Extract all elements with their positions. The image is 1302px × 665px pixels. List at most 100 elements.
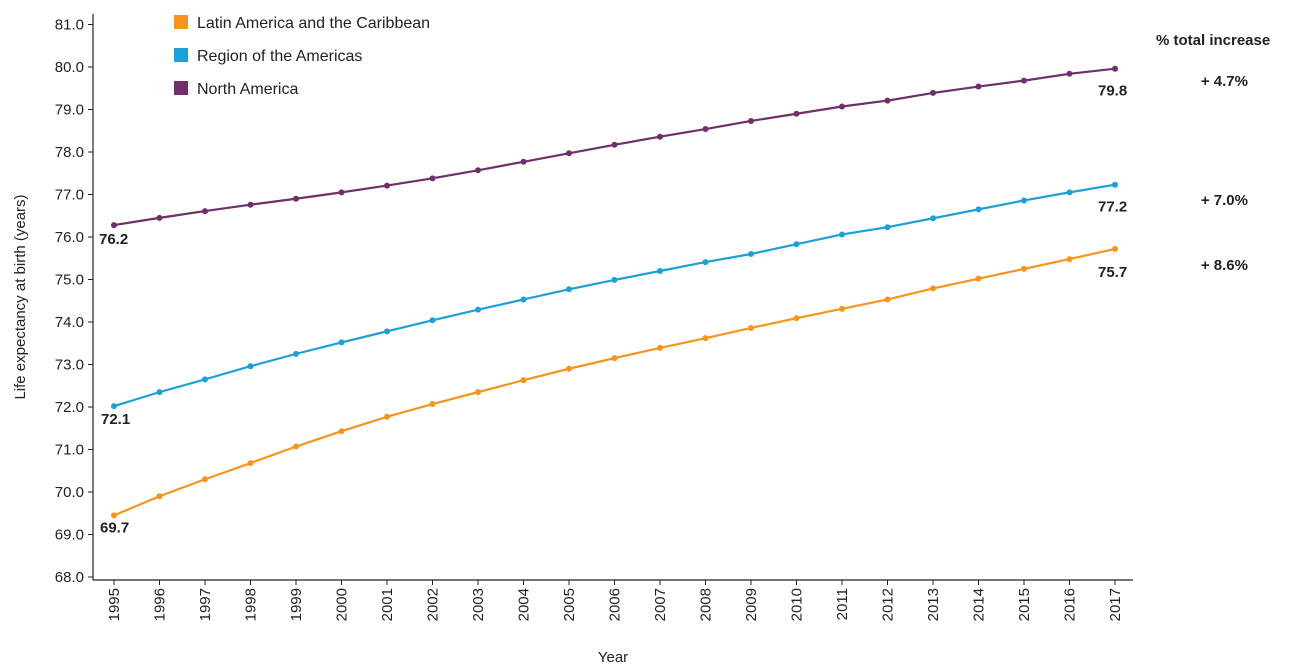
- series-point: [1066, 189, 1073, 196]
- x-tick-label: 2011: [834, 588, 851, 620]
- series-point: [975, 83, 982, 90]
- legend-label: Latin America and the Caribbean: [197, 15, 430, 32]
- x-tick-label: 2014: [971, 588, 988, 621]
- series-point: [1112, 65, 1118, 72]
- series-point: [611, 276, 618, 283]
- increase-labels: + 8.6% + 7.0% + 4.7%: [1201, 73, 1248, 274]
- x-tick-label: 2001: [379, 588, 396, 621]
- end-value-label: 75.7: [1098, 264, 1127, 281]
- series-point: [520, 377, 527, 384]
- x-tick-label: 2013: [925, 588, 942, 621]
- y-axis-title: Life expectancy at birth (years): [12, 194, 29, 399]
- series-point: [930, 285, 936, 292]
- x-tick-label: 2012: [880, 588, 897, 621]
- series-point: [156, 389, 163, 396]
- y-tick-label: 75.0: [55, 272, 84, 289]
- series-point: [1021, 265, 1027, 272]
- y-tick-label: 78.0: [55, 144, 84, 161]
- series-point: [156, 214, 163, 221]
- series-point: [748, 251, 754, 257]
- y-tick-label: 69.0: [55, 527, 84, 544]
- series-point: [884, 224, 891, 231]
- x-tick-label: 1997: [197, 588, 214, 621]
- y-tick-label: 80.0: [55, 59, 84, 76]
- series-point: [1021, 197, 1027, 204]
- start-value-label: 76.2: [99, 231, 128, 248]
- series-point: [1066, 70, 1073, 77]
- series-point: [429, 317, 436, 324]
- x-tick-label: 2017: [1107, 588, 1124, 621]
- increase-label: + 7.0%: [1201, 192, 1248, 209]
- series-point: [611, 355, 618, 362]
- legend: Latin America and the Caribbean Region of…: [174, 15, 430, 98]
- x-tick-label: 1999: [288, 588, 305, 621]
- series-point: [748, 117, 754, 124]
- y-tick-label: 70.0: [55, 484, 84, 501]
- y-tick-label: 73.0: [55, 357, 84, 374]
- x-axis-title: Year: [598, 649, 628, 665]
- series-point: [247, 363, 254, 370]
- series-point: [566, 150, 572, 157]
- series-point: [975, 206, 982, 213]
- y-tick-label: 71.0: [55, 442, 84, 459]
- x-tick-label: 2007: [652, 588, 669, 621]
- series-point: [475, 306, 481, 313]
- axes: [92, 14, 1133, 581]
- series-point: [657, 133, 663, 140]
- series-point: [384, 182, 390, 189]
- y-tick-label: 76.0: [55, 229, 84, 246]
- increase-label: + 8.6%: [1201, 257, 1248, 274]
- series-point: [884, 97, 891, 104]
- x-tick-label: 1995: [106, 588, 123, 621]
- y-tick-label: 68.0: [55, 569, 84, 586]
- series-point: [111, 222, 117, 229]
- series-point: [657, 344, 663, 351]
- series-point: [839, 103, 845, 110]
- x-ticks: 1995 1996 1997 1998 1999 2000 2001 2002 2003 2004…: [106, 580, 1124, 621]
- x-tick-label: 1998: [243, 588, 260, 621]
- x-tick-label: 2010: [789, 588, 806, 621]
- series-point: [384, 328, 390, 335]
- series-point: [702, 335, 709, 342]
- start-value-label: 72.1: [101, 411, 130, 428]
- x-tick-label: 2005: [561, 588, 578, 621]
- legend-swatch: [174, 81, 188, 95]
- x-tick-label: 2016: [1062, 588, 1079, 621]
- series-point: [247, 201, 254, 208]
- series-point: [202, 476, 208, 483]
- series-point: [202, 208, 208, 215]
- end-value-label: 77.2: [1098, 199, 1127, 216]
- legend-swatch: [174, 15, 188, 29]
- series-line: [113, 247, 1116, 517]
- x-tick-label: 2009: [743, 588, 760, 621]
- legend-label: Region of the Americas: [197, 48, 362, 65]
- series-point: [293, 443, 299, 450]
- series-point: [520, 158, 527, 165]
- series-point: [1112, 245, 1118, 252]
- series-point: [702, 259, 709, 266]
- series-layer: 69.7 75.7 72.1 77.2 76.2 79.8: [99, 65, 1127, 536]
- series-point: [975, 275, 982, 282]
- series-point: [429, 401, 436, 408]
- x-tick-label: 2015: [1016, 588, 1033, 621]
- series-point: [930, 215, 936, 222]
- series-point: [384, 413, 390, 420]
- y-ticks: 68.0 69.0 70.0 71.0 72.0 73.0 74.0 75.0 76.0 77.0…: [55, 17, 93, 586]
- series-point: [930, 89, 936, 96]
- series-point: [611, 141, 618, 148]
- series-point: [111, 512, 117, 519]
- end-value-label: 79.8: [1098, 83, 1127, 100]
- series-point: [793, 315, 800, 322]
- series-point: [338, 339, 345, 346]
- series-point: [293, 195, 299, 202]
- series-point: [111, 403, 117, 410]
- y-tick-label: 72.0: [55, 399, 84, 416]
- x-tick-label: 2008: [698, 588, 715, 621]
- series-point: [247, 460, 254, 467]
- series-point: [884, 296, 891, 303]
- series-point: [1066, 256, 1073, 263]
- series-point: [338, 189, 345, 196]
- y-tick-label: 79.0: [55, 102, 84, 119]
- series-point: [1112, 181, 1118, 188]
